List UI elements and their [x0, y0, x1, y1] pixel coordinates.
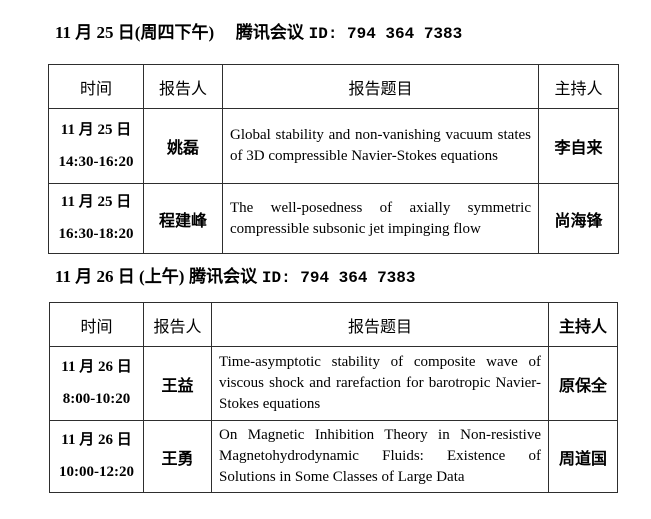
time-cell: 11 月 26 日 10:00-12:20 — [49, 420, 144, 493]
session-time-text: 16:30-18:20 — [58, 226, 134, 242]
talk-title-cell: Global stability and non-vanishing vacuu… — [222, 108, 539, 184]
session-2-meeting-platform: 腾讯会议 — [189, 267, 258, 286]
column-header-time: 时间 — [48, 64, 144, 109]
chair-cell: 周道国 — [548, 420, 618, 493]
table-row: 11 月 25 日 14:30-16:20 姚磊 Global stabilit… — [48, 108, 619, 184]
time-cell: 11 月 25 日 14:30-16:20 — [48, 108, 144, 184]
speaker-cell: 王益 — [143, 346, 212, 421]
session-date-text: 11 月 26 日 — [61, 359, 132, 375]
speaker-cell: 王勇 — [143, 420, 212, 493]
table-row: 11 月 26 日 10:00-12:20 王勇 On Magnetic Inh… — [49, 420, 618, 493]
talk-title-cell: Time-asymptotic stability of composite w… — [211, 346, 549, 421]
chair-cell: 李自来 — [538, 108, 619, 184]
speaker-cell: 姚磊 — [143, 108, 223, 184]
table-row: 11 月 26 日 8:00-10:20 王益 Time-asymptotic … — [49, 346, 618, 421]
column-header-speaker: 报告人 — [143, 64, 223, 109]
column-header-time: 时间 — [49, 302, 144, 347]
schedule-table-nov25: 时间 报告人 报告题目 主持人 11 月 25 日 14:30-16:20 姚磊… — [48, 64, 619, 254]
column-header-title: 报告题目 — [211, 302, 549, 347]
schedule-table-nov26: 时间 报告人 报告题目 主持人 11 月 26 日 8:00-10:20 王益 … — [49, 302, 618, 493]
session-1-meeting-id: ID: 794 364 7383 — [308, 25, 463, 43]
column-header-speaker: 报告人 — [143, 302, 212, 347]
column-header-chair: 主持人 — [548, 302, 618, 347]
session-date-text: 11 月 25 日 — [60, 194, 132, 210]
table-row: 11 月 25 日 16:30-18:20 程建峰 The well-posed… — [48, 183, 619, 254]
session-2-heading: 11 月 26 日 (上午) 腾讯会议 ID: 794 364 7383 — [55, 266, 415, 289]
session-1-date: 11 月 25 日(周四下午) — [55, 23, 232, 42]
session-time-text: 10:00-12:20 — [59, 464, 134, 480]
talk-title-cell: The well-posedness of axially symmetric … — [222, 183, 539, 254]
session-date-text: 11 月 25 日 — [60, 121, 132, 138]
table-header-row: 时间 报告人 报告题目 主持人 — [48, 64, 619, 109]
column-header-title: 报告题目 — [222, 64, 539, 109]
time-cell: 11 月 25 日 16:30-18:20 — [48, 183, 144, 254]
session-time-text: 8:00-10:20 — [62, 391, 131, 407]
column-header-chair: 主持人 — [538, 64, 619, 109]
session-1-heading: 11 月 25 日(周四下午) 腾讯会议 ID: 794 364 7383 — [55, 22, 462, 45]
session-2-date: 11 月 26 日 (上午) — [55, 267, 185, 286]
speaker-cell: 程建峰 — [143, 183, 223, 254]
session-1-meeting-platform: 腾讯会议 — [235, 23, 304, 42]
table-header-row: 时间 报告人 报告题目 主持人 — [49, 302, 618, 347]
chair-cell: 原保全 — [548, 346, 618, 421]
session-2-meeting-id: ID: 794 364 7383 — [261, 269, 416, 287]
session-date-text: 11 月 26 日 — [61, 432, 132, 448]
chair-cell: 尚海锋 — [538, 183, 619, 254]
talk-title-cell: On Magnetic Inhibition Theory in Non-res… — [211, 420, 549, 493]
session-time-text: 14:30-16:20 — [58, 153, 134, 170]
time-cell: 11 月 26 日 8:00-10:20 — [49, 346, 144, 421]
